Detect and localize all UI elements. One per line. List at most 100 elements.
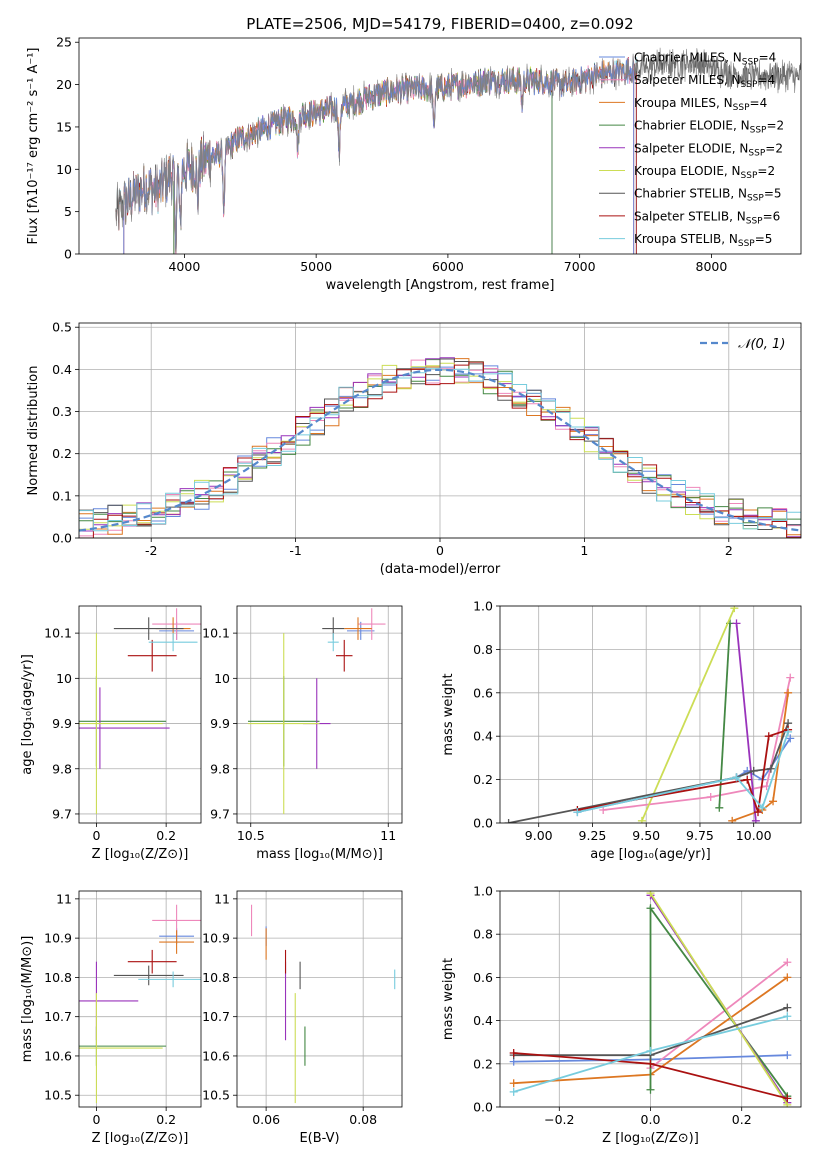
axes-residuals: -2 -1 0 1 2 0.0 0.1 0.2 0.3 0.4 0.5 (data-model)/er…	[26, 320, 802, 577]
axis-label-x: E(B-V)	[299, 1131, 339, 1146]
figure-title: PLATE=2506, MJD=54179, FIBERID=0400, z=0…	[246, 15, 633, 33]
weight-line-3	[718, 623, 731, 808]
axes-mass_vs_ebv: 0.06 0.08 10.5 10.6 10.7 10.8 10.9 11 E(B-V)	[202, 890, 403, 1146]
tick-label-y: 10.1	[202, 626, 230, 641]
gaussian-reference	[79, 368, 801, 532]
tick-label-x: -1	[289, 543, 301, 558]
axis-label-y: mass [log₁₀(M/M⊙)]	[20, 936, 35, 1063]
tick-label-y: 0.1	[52, 488, 72, 503]
legend-label: Kroupa MILES, NSSP=4	[634, 96, 767, 113]
tick-label-x: 4000	[168, 259, 200, 274]
weight-line-3	[649, 905, 789, 1097]
tick-label-y: 10.7	[44, 1009, 72, 1024]
weight-line-5	[641, 607, 736, 822]
tick-label-y: 0.8	[473, 927, 493, 942]
tick-label-y: 0.2	[473, 1056, 493, 1071]
plot-area-weight_vs_age	[504, 606, 795, 823]
tick-label-y: 0.0	[473, 816, 493, 831]
tick-label-y: 9.9	[52, 716, 72, 731]
weight-marker	[730, 606, 739, 613]
axes-frame	[499, 890, 802, 1108]
plot-area-age_vs_mass	[248, 608, 386, 814]
weight-marker	[784, 727, 793, 736]
weight-marker	[783, 1051, 792, 1060]
weight-marker	[783, 1094, 792, 1103]
plot-area-spectrum	[115, 47, 801, 254]
weight-marker	[749, 766, 758, 775]
axes-age_vs_mass: 10.5 11 9.7 9.8 9.9 10 10.1 mass [log₁₀(M/M⊙)]	[202, 605, 403, 862]
tick-label-x: 0.2	[156, 828, 176, 843]
axes-frame	[78, 890, 202, 1108]
plot-area-residuals	[79, 357, 801, 538]
legend-spectrum: Chabrier MILES, NSSP=4 Salpeter MILES, NS…	[599, 51, 784, 249]
weight-marker	[766, 764, 775, 773]
tick-label-y: 10.9	[44, 931, 72, 946]
legend-label: Salpeter ELODIE, NSSP=2	[634, 141, 783, 158]
axis-label-y: Normed distribution	[26, 366, 41, 496]
tick-label-x: 0	[436, 543, 444, 558]
weight-marker	[783, 958, 792, 967]
axis-label-y: Flux [fλ10⁻¹⁷ erg cm⁻² s⁻¹ A⁻¹]	[26, 48, 41, 245]
weight-marker	[783, 973, 792, 982]
tick-label-y: 10.5	[202, 1088, 230, 1103]
weight-marker	[758, 803, 767, 812]
weight-marker	[784, 688, 793, 697]
axis-label-x: wavelength [Angstrom, rest frame]	[326, 278, 555, 293]
tick-label-x: 9.00	[525, 828, 553, 843]
spectrum-observed	[115, 47, 801, 253]
tick-label-y: 10.5	[44, 1088, 72, 1103]
tick-label-y: 0.2	[473, 772, 493, 787]
tick-label-y: 9.9	[210, 716, 230, 731]
tick-label-y: 11	[214, 891, 230, 906]
tick-label-y: 11	[56, 891, 72, 906]
tick-label-x: 9.25	[579, 828, 607, 843]
tick-label-y: 10	[214, 671, 230, 686]
weight-line-2	[731, 692, 789, 822]
tick-label-x: 2	[725, 543, 733, 558]
tick-label-x: 0.2	[156, 1112, 176, 1127]
tick-label-y: 0.3	[52, 404, 72, 419]
legend-label: Chabrier STELIB, NSSP=5	[634, 187, 782, 204]
tick-label-y: 10.6	[202, 1048, 230, 1063]
plot-area-age_vs_Z	[79, 608, 201, 814]
legend-label: Salpeter MILES, NSSP=4	[634, 73, 775, 90]
legend-residuals: 𝒩(0, 1)	[700, 337, 785, 352]
weight-marker	[715, 803, 724, 812]
tick-label-x: 1	[580, 543, 588, 558]
weight-marker	[783, 1012, 792, 1021]
weight-marker	[728, 816, 737, 823]
axis-label-x: Z [log₁₀(Z/Z⊙)]	[602, 1131, 699, 1146]
tick-label-y: 0.5	[52, 320, 72, 335]
weight-marker	[504, 819, 513, 823]
tick-label-y: 9.8	[210, 761, 230, 776]
plot-area-weight_vs_Z	[509, 891, 792, 1107]
tick-label-x: 9.50	[632, 828, 660, 843]
weight-marker	[786, 734, 795, 743]
axis-label-y: mass weight	[441, 958, 456, 1040]
histogram-series-7	[79, 361, 801, 538]
weight-marker	[573, 808, 582, 817]
axis-label-x: Z [log₁₀(Z/Z⊙)]	[92, 1131, 189, 1146]
weight-marker	[764, 732, 773, 741]
tick-label-y: 0.0	[52, 531, 72, 546]
tick-label-y: 0.0	[473, 1100, 493, 1115]
axis-label-y: age [log₁₀(age/yr)]	[20, 654, 35, 775]
weight-marker	[751, 816, 760, 823]
weight-marker	[509, 1049, 518, 1057]
plot-area-mass_vs_ebv	[251, 904, 396, 1104]
tick-label-y: 0.2	[52, 446, 72, 461]
axis-label-x: age [log₁₀(age/yr)]	[590, 847, 711, 862]
axis-label-x: Z [log₁₀(Z/Z⊙)]	[92, 847, 189, 862]
weight-marker	[646, 891, 655, 898]
axes-frame	[78, 322, 802, 539]
weight-marker	[743, 775, 752, 784]
weight-marker	[786, 673, 795, 682]
axis-label-x: (data-model)/error	[380, 562, 501, 577]
axes-frame	[499, 605, 802, 824]
weight-marker	[646, 1046, 655, 1055]
tick-label-y: 0.6	[473, 685, 493, 700]
axes-frame	[236, 890, 403, 1108]
tick-label-x: 11	[380, 828, 396, 843]
tick-label-x: 10.5	[237, 828, 265, 843]
